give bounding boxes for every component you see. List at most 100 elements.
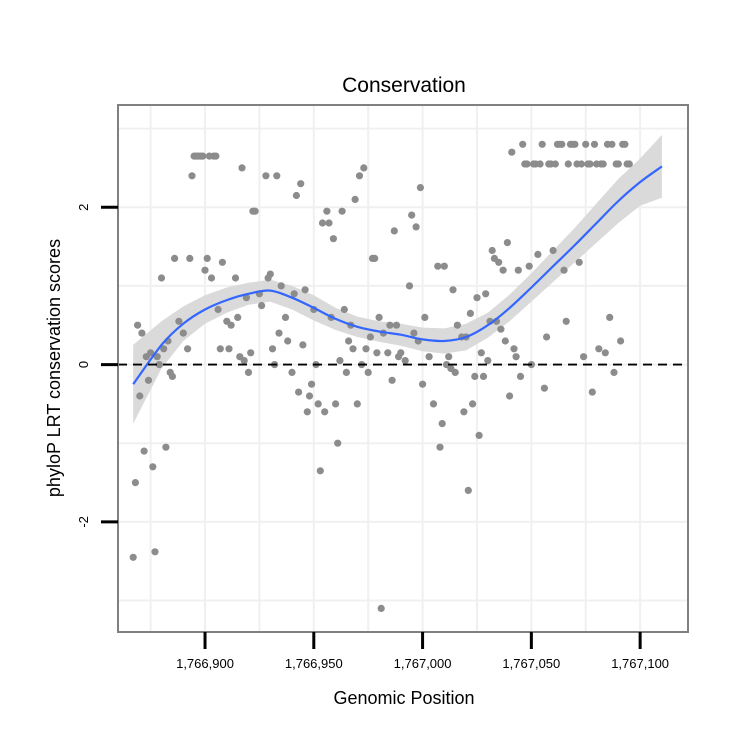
data-point [621,140,629,148]
data-point [325,219,333,227]
y-axis-title: phyloP LRT conservation scores [44,239,64,497]
data-point [355,172,364,180]
data-point [334,439,342,447]
data-point [171,254,179,262]
data-point [186,254,194,262]
data-point [449,286,457,294]
y-tick-label: -2 [76,516,91,528]
data-point [599,160,607,168]
data-point [131,479,139,487]
chart-title: Conservation [342,74,466,97]
data-point [275,329,283,337]
data-point [207,274,216,282]
data-point [499,266,507,274]
data-point [512,353,520,361]
data-point [292,191,300,200]
data-point [299,341,307,349]
data-point [238,164,246,172]
data-point [160,345,168,353]
data-point [268,345,277,353]
plot-panel [118,105,688,632]
data-point [519,140,527,148]
data-point [580,353,588,361]
data-point [436,443,444,451]
data-point [440,262,448,270]
data-point [231,274,240,282]
data-point [495,258,503,266]
data-point [266,270,274,278]
data-point [345,337,353,345]
data-point [571,140,579,148]
data-point [242,294,250,302]
data-point [549,246,557,255]
data-points [129,140,633,613]
data-point [273,172,281,180]
data-point [514,266,522,274]
data-point [523,160,531,168]
data-point [262,172,270,180]
data-point [340,305,348,314]
data-point [497,325,505,333]
data-point [397,349,405,357]
data-point [538,140,546,148]
data-point [362,345,370,353]
data-point [412,223,420,231]
data-point [560,266,568,274]
data-point [342,368,350,376]
data-point [301,286,309,294]
data-point [543,333,551,341]
data-point [410,329,418,337]
x-tick-label: 1,767,000 [394,656,452,671]
y-tick-label: 2 [76,204,91,211]
data-point [371,254,379,262]
plot-border [117,104,689,633]
data-point [332,400,340,408]
data-point [162,443,170,451]
data-point [240,357,248,365]
data-point [590,140,599,148]
data-point [501,337,509,345]
data-point [318,219,327,227]
data-point [281,313,290,321]
data-point [625,160,633,168]
data-point [551,160,559,168]
data-point [606,313,614,321]
data-point [506,392,514,400]
data-point [451,368,459,376]
data-point [168,372,176,380]
smooth-line-layer [132,165,663,385]
data-point [360,164,368,172]
x-tick-label: 1,767,050 [502,656,560,671]
data-point [377,604,385,613]
data-point [479,372,488,380]
data-point [321,408,329,416]
data-point [438,420,446,428]
data-point [577,160,586,168]
data-point [353,400,361,408]
x-tick-label: 1,767,100 [611,656,669,671]
data-point [349,345,357,353]
data-point [216,345,224,353]
data-point [617,337,625,345]
data-point [314,400,322,408]
data-point [175,317,183,325]
data-point [138,329,146,337]
data-point [460,408,468,416]
data-point [445,353,453,361]
data-point [464,486,472,494]
data-point [475,431,483,439]
data-point [408,211,416,219]
data-point [473,294,481,302]
data-point [466,309,474,317]
data-point [153,353,161,361]
data-point [144,376,153,384]
data-point [214,305,222,314]
data-point [564,160,572,168]
data-point [562,317,570,325]
data-point [157,274,166,282]
data-point [416,184,424,192]
data-point [429,400,438,408]
data-point [258,302,266,310]
data-point [134,321,142,329]
